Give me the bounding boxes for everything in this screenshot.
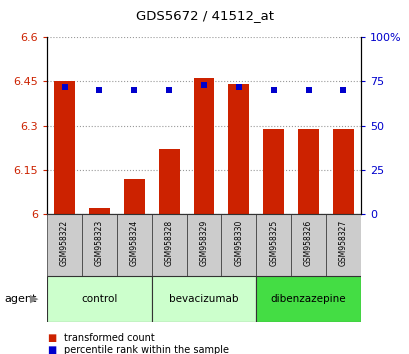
Bar	[89, 208, 110, 214]
Text: ■: ■	[47, 333, 56, 343]
Text: percentile rank within the sample: percentile rank within the sample	[63, 346, 228, 354]
Bar	[263, 129, 283, 214]
Bar	[47, 276, 151, 322]
Bar	[82, 214, 117, 276]
Bar	[290, 214, 325, 276]
Bar	[117, 214, 151, 276]
Bar	[256, 276, 360, 322]
Text: GSM958323: GSM958323	[95, 220, 103, 267]
Bar	[256, 214, 290, 276]
Text: GSM958329: GSM958329	[199, 220, 208, 267]
Text: GSM958328: GSM958328	[164, 220, 173, 266]
Text: GSM958327: GSM958327	[338, 220, 347, 267]
Text: transformed count: transformed count	[63, 333, 154, 343]
Text: ■: ■	[47, 346, 56, 354]
Text: agent: agent	[4, 294, 36, 304]
Bar	[47, 214, 82, 276]
Bar	[297, 129, 318, 214]
Text: GSM958330: GSM958330	[234, 220, 243, 267]
Text: control: control	[81, 294, 117, 304]
Bar	[221, 214, 256, 276]
Text: GSM958326: GSM958326	[303, 220, 312, 267]
Text: GSM958325: GSM958325	[269, 220, 277, 267]
Bar	[193, 79, 214, 214]
Bar	[158, 149, 179, 214]
Text: GSM958322: GSM958322	[60, 220, 69, 266]
Bar	[124, 179, 144, 214]
Bar	[54, 81, 75, 214]
Bar	[332, 129, 353, 214]
Bar	[325, 214, 360, 276]
Text: bevacizumab: bevacizumab	[169, 294, 238, 304]
Text: ▶: ▶	[29, 294, 38, 304]
Bar	[228, 84, 249, 214]
Text: GSM958324: GSM958324	[130, 220, 138, 267]
Text: GDS5672 / 41512_at: GDS5672 / 41512_at	[136, 9, 273, 22]
Bar	[151, 214, 186, 276]
Bar	[186, 214, 221, 276]
Bar	[151, 276, 256, 322]
Text: dibenzazepine: dibenzazepine	[270, 294, 346, 304]
